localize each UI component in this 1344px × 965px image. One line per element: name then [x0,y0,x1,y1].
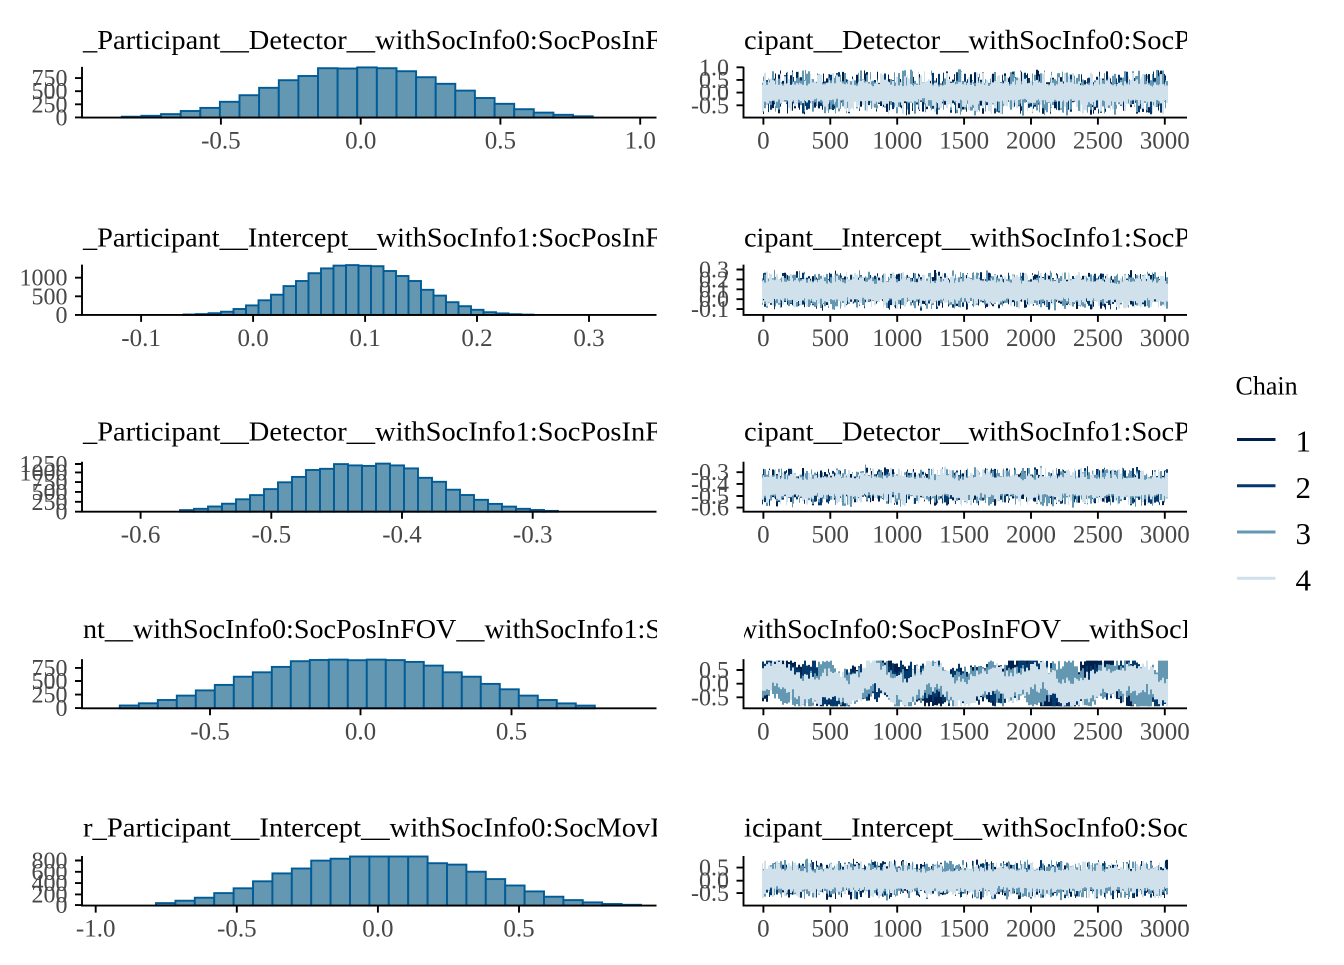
svg-text:1500: 1500 [939,522,989,549]
svg-text:-0.1: -0.1 [691,297,729,323]
svg-text:0: 0 [757,916,770,943]
svg-text:2000: 2000 [1006,128,1056,155]
svg-text:_Participant__Intercept__withS: _Participant__Intercept__withSocInfo1:So… [82,223,661,253]
svg-text:1000: 1000 [872,325,922,352]
svg-text:2500: 2500 [1073,325,1123,352]
svg-text:cipant__Detector__withSocInfo1: cipant__Detector__withSocInfo1:SocP [744,417,1190,447]
svg-text:0: 0 [757,718,770,745]
svg-text:0.0: 0.0 [237,325,268,352]
svg-text:1000: 1000 [20,266,68,292]
svg-text:-0.4: -0.4 [382,522,422,549]
svg-text:0.5: 0.5 [496,718,527,745]
svg-text:0: 0 [757,325,770,352]
svg-text:3000: 3000 [1140,718,1190,745]
svg-text:2500: 2500 [1073,522,1123,549]
svg-text:2500: 2500 [1073,718,1123,745]
svg-text:3000: 3000 [1140,128,1190,155]
svg-text:1500: 1500 [939,718,989,745]
svg-text:_Participant__Detector__withSo: _Participant__Detector__withSocInfo1:Soc… [82,417,661,447]
svg-text:0: 0 [757,522,770,549]
svg-text:500: 500 [812,522,850,549]
svg-text:-0.5: -0.5 [691,685,729,711]
svg-text:1250: 1250 [20,452,68,478]
svg-text:withSocInfo0:SocPosInFOV__with: withSocInfo0:SocPosInFOV__withSocI [737,614,1191,644]
svg-text:-0.3: -0.3 [513,522,553,549]
svg-text:-0.5: -0.5 [691,881,729,907]
svg-text:500: 500 [812,325,850,352]
svg-text:0.3: 0.3 [573,325,604,352]
svg-text:500: 500 [812,718,850,745]
svg-text:2000: 2000 [1006,916,1056,943]
svg-text:r_Participant__Intercept__with: r_Participant__Intercept__withSocInfo0:S… [83,813,671,843]
svg-text:1500: 1500 [939,325,989,352]
svg-text:0.2: 0.2 [461,325,492,352]
svg-text:0.0: 0.0 [345,128,376,155]
svg-text:1000: 1000 [872,522,922,549]
svg-text:cipant__Detector__withSocInfo0: cipant__Detector__withSocInfo0:SocP [744,25,1190,55]
svg-text:-0.1: -0.1 [121,325,161,352]
svg-text:1000: 1000 [872,128,922,155]
svg-text:2000: 2000 [1006,522,1056,549]
svg-text:750: 750 [32,66,68,92]
svg-text:-0.5: -0.5 [190,718,230,745]
svg-text:Chain: Chain [1236,372,1298,401]
svg-text:3: 3 [1296,516,1312,551]
svg-text:2500: 2500 [1073,128,1123,155]
svg-text:1.0: 1.0 [625,128,656,155]
svg-text:1500: 1500 [939,916,989,943]
svg-text:0.5: 0.5 [503,916,534,943]
svg-text:1000: 1000 [872,916,922,943]
svg-text:0.0: 0.0 [345,718,376,745]
svg-text:4: 4 [1296,562,1312,597]
svg-text:nt__withSocInfo0:SocPosInFOV__: nt__withSocInfo0:SocPosInFOV__withSocInf… [83,614,661,644]
svg-text:0.0: 0.0 [362,916,393,943]
svg-text:2000: 2000 [1006,718,1056,745]
svg-text:2: 2 [1296,470,1312,505]
svg-text:0: 0 [757,128,770,155]
svg-text:-0.5: -0.5 [691,93,729,119]
svg-text:3000: 3000 [1140,522,1190,549]
svg-text:1500: 1500 [939,128,989,155]
svg-text:0.5: 0.5 [485,128,516,155]
svg-text:ticipant__Intercept__withSocIn: ticipant__Intercept__withSocInfo0:Soc [736,813,1190,843]
svg-text:500: 500 [812,916,850,943]
svg-text:-0.5: -0.5 [201,128,241,155]
svg-text:_Participant__Detector__withSo: _Participant__Detector__withSocInfo0:Soc… [82,25,661,55]
svg-text:1: 1 [1296,424,1312,459]
svg-text:-0.6: -0.6 [121,522,161,549]
svg-text:800: 800 [32,849,68,875]
svg-text:500: 500 [812,128,850,155]
svg-text:-1.0: -1.0 [76,916,116,943]
svg-text:cipant__Intercept__withSocInfo: cipant__Intercept__withSocInfo1:SocP [744,223,1190,253]
svg-text:-0.5: -0.5 [252,522,292,549]
svg-text:3000: 3000 [1140,916,1190,943]
svg-text:0.1: 0.1 [349,325,380,352]
svg-text:2000: 2000 [1006,325,1056,352]
svg-text:-0.6: -0.6 [691,496,729,522]
svg-text:3000: 3000 [1140,325,1190,352]
svg-text:2500: 2500 [1073,916,1123,943]
svg-text:-0.5: -0.5 [217,916,257,943]
svg-text:750: 750 [32,656,68,682]
svg-text:1000: 1000 [872,718,922,745]
